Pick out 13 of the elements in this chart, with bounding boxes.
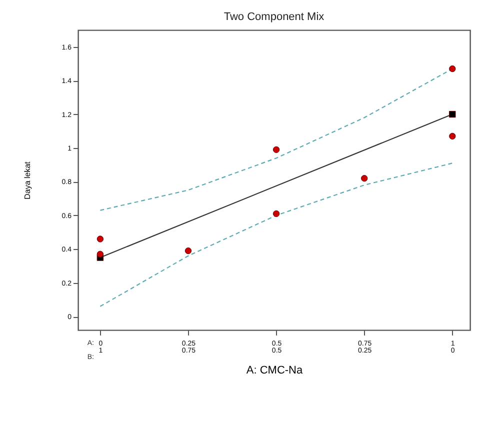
y-axis-title: Daya lekat <box>22 160 32 200</box>
x-axis-title: A: CMC-Na <box>246 364 304 376</box>
point <box>361 174 368 182</box>
point <box>96 250 104 258</box>
chart-title: Two Component Mix <box>224 11 325 23</box>
point <box>272 210 280 218</box>
point <box>272 146 280 153</box>
point <box>449 132 456 140</box>
point <box>184 247 192 254</box>
point <box>96 236 104 242</box>
line-series <box>100 162 453 307</box>
point <box>449 65 456 72</box>
point <box>449 110 456 118</box>
